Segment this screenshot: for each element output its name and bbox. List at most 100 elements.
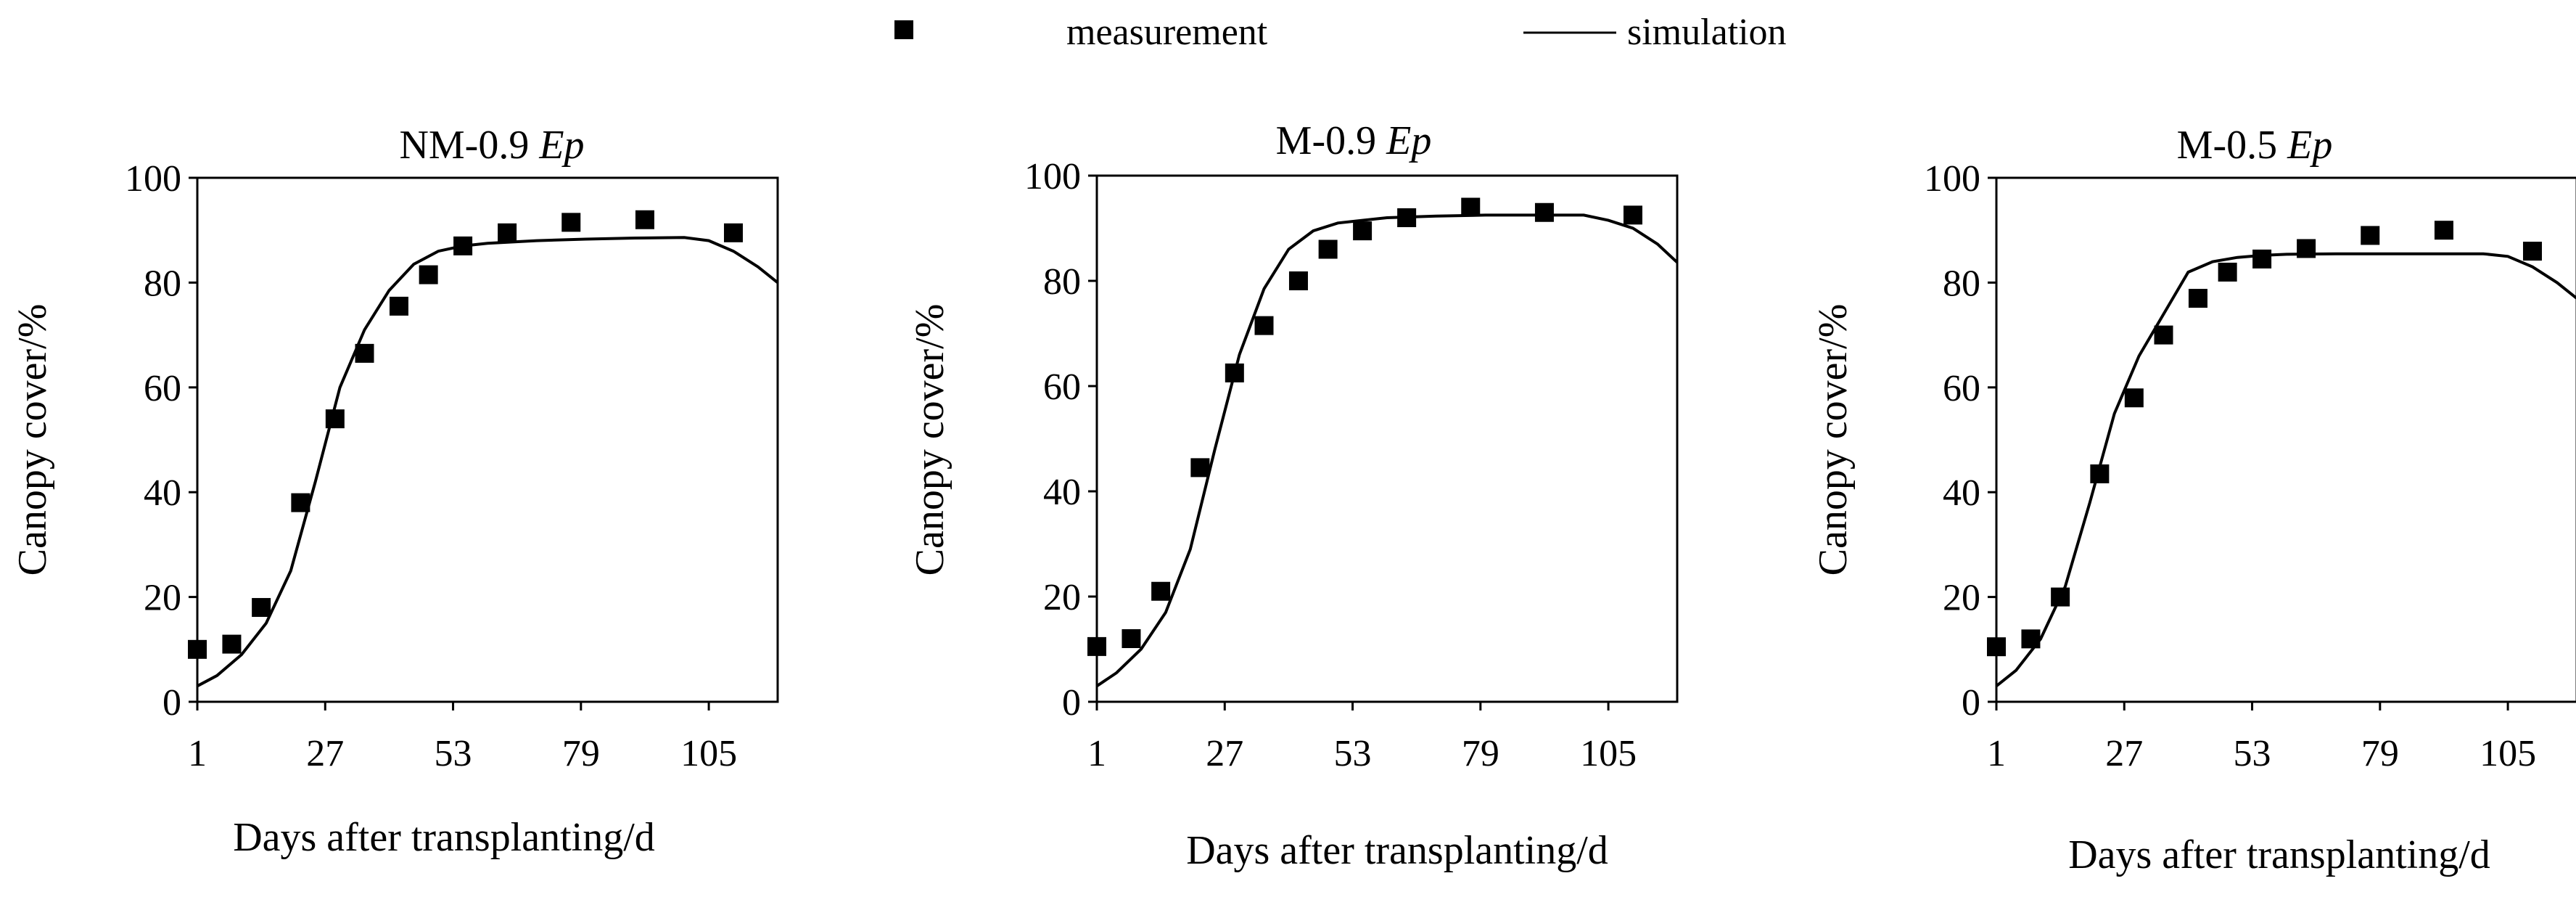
- panel-2-simulation-line: [1095, 213, 1679, 687]
- measurement-point: [2124, 388, 2144, 408]
- panel-1-xlabel: Days after transplanting/d: [233, 815, 655, 860]
- panel-2-title: M-0.9 Ep: [1276, 118, 1432, 163]
- measurement-point: [2188, 289, 2207, 308]
- measurement-point: [453, 236, 473, 255]
- measurement-point: [1225, 363, 1244, 382]
- xtick-label-4: 105: [1580, 733, 1637, 774]
- ytick-label-3: 60: [1943, 368, 1980, 409]
- ytick-label-2: 40: [144, 472, 181, 514]
- measurement-point: [389, 296, 408, 316]
- xtick-label-0: 1: [1087, 733, 1106, 774]
- panel-3-title: M-0.5 Ep: [2177, 123, 2333, 168]
- measurement-point: [1122, 629, 1141, 648]
- measurement-point: [1190, 458, 1210, 478]
- legend-simulation-label: simulation: [1627, 12, 1787, 53]
- measurement-point: [1288, 271, 1308, 290]
- measurement-point: [1623, 205, 1642, 225]
- panel-3: M-0.5 Ep 0 20 40 60 80 100 1 27 53 79 105 Days aft…: [1811, 123, 2576, 877]
- panel-3-markers: [1987, 221, 2542, 657]
- measurement-point: [2434, 221, 2453, 240]
- xtick-label-3: 79: [2361, 733, 2399, 774]
- xtick-label-0: 1: [188, 733, 207, 774]
- panel-1-ticks: 0 20 40 60 80 100 1 27 53 79 105: [125, 158, 737, 774]
- xtick-label-3: 79: [1462, 733, 1499, 774]
- measurement-point: [2252, 249, 2272, 269]
- xtick-label-4: 105: [680, 733, 737, 774]
- panel-2-xlabel: Days after transplanting/d: [1186, 828, 1608, 873]
- legend-measurement-label: measurement: [1066, 12, 1268, 53]
- panel-2-plot-area: [1095, 174, 1679, 703]
- panel-1-ylabel: Canopy cover/%: [10, 304, 55, 576]
- measurement-point: [419, 265, 438, 284]
- measurement-point: [2297, 239, 2316, 258]
- panel-3-simulation-line: [1995, 252, 2576, 687]
- measurement-point: [2218, 262, 2237, 282]
- panel-2-markers: [1087, 197, 1642, 656]
- ytick-label-5: 100: [125, 158, 181, 200]
- panel-2-ylabel: Canopy cover/%: [908, 304, 952, 576]
- legend: measurement simulation: [894, 12, 1787, 53]
- xtick-label-1: 27: [306, 733, 344, 774]
- measurement-point: [1987, 637, 2006, 657]
- measurement-point: [561, 213, 581, 232]
- measurement-point: [1397, 208, 1417, 227]
- legend-measurement-marker: [894, 20, 913, 39]
- panel-3-ylabel: Canopy cover/%: [1811, 304, 1856, 576]
- measurement-point: [1254, 316, 1274, 335]
- ytick-label-4: 80: [1943, 263, 1980, 304]
- ytick-label-4: 80: [1043, 261, 1081, 303]
- measurement-point: [355, 343, 374, 363]
- measurement-point: [2361, 226, 2380, 245]
- ytick-label-1: 20: [1943, 578, 1980, 619]
- measurement-point: [222, 634, 242, 654]
- xtick-label-1: 27: [1206, 733, 1243, 774]
- measurement-point: [2051, 587, 2070, 607]
- measurement-point: [1087, 636, 1106, 656]
- measurement-point: [498, 223, 517, 242]
- ytick-label-2: 40: [1043, 472, 1081, 513]
- xtick-label-2: 53: [2234, 733, 2271, 774]
- panel-3-ticks: 0 20 40 60 80 100 1 27 53 79 105: [1924, 158, 2536, 774]
- measurement-point: [2522, 242, 2542, 261]
- panel-1-markers: [188, 210, 743, 659]
- xtick-label-2: 53: [435, 733, 472, 774]
- ytick-label-1: 20: [144, 578, 181, 619]
- measurement-point: [1151, 581, 1171, 601]
- panel-3-xlabel: Days after transplanting/d: [2068, 832, 2490, 877]
- ytick-label-1: 20: [1043, 577, 1081, 618]
- panel-2-ticks: 0 20 40 60 80 100 1 27 53 79 105: [1024, 156, 1637, 774]
- panel-1-plot-area: [196, 176, 779, 703]
- panel-3-plot-area: [1995, 176, 2576, 703]
- panel-1-title: NM-0.9 Ep: [399, 123, 584, 168]
- measurement-point: [291, 493, 310, 512]
- ytick-label-3: 60: [1043, 366, 1081, 408]
- panel-2: M-0.9 Ep 0 20 40 60 80 100 1 27 53 79 105 Days aft…: [908, 118, 1679, 873]
- panel-1-simulation-line: [197, 236, 779, 688]
- ytick-label-2: 40: [1943, 472, 1980, 514]
- panel-1: NM-0.9 Ep 0 20 40 60 80 100 1 27 53 79 105 Days af…: [10, 123, 779, 860]
- ytick-label-0: 0: [1962, 682, 1980, 724]
- ytick-label-0: 0: [1062, 682, 1081, 724]
- ytick-label-4: 80: [144, 263, 181, 304]
- measurement-point: [723, 223, 743, 242]
- measurement-point: [635, 210, 654, 229]
- xtick-label-3: 79: [562, 733, 600, 774]
- xtick-label-0: 1: [1987, 733, 2006, 774]
- measurement-point: [1534, 202, 1554, 222]
- ytick-label-3: 60: [144, 368, 181, 409]
- measurement-point: [2154, 325, 2173, 345]
- measurement-point: [1318, 239, 1338, 259]
- ytick-label-0: 0: [162, 682, 181, 724]
- measurement-point: [188, 639, 207, 659]
- measurement-point: [325, 409, 345, 429]
- measurement-point: [2090, 464, 2110, 483]
- ytick-label-5: 100: [1024, 156, 1081, 197]
- measurement-point: [1353, 221, 1373, 241]
- xtick-label-2: 53: [1334, 733, 1372, 774]
- measurement-point: [2021, 629, 2041, 649]
- xtick-label-1: 27: [2105, 733, 2143, 774]
- measurement-point: [1461, 197, 1481, 217]
- measurement-point: [252, 598, 271, 618]
- ytick-label-5: 100: [1924, 158, 1980, 200]
